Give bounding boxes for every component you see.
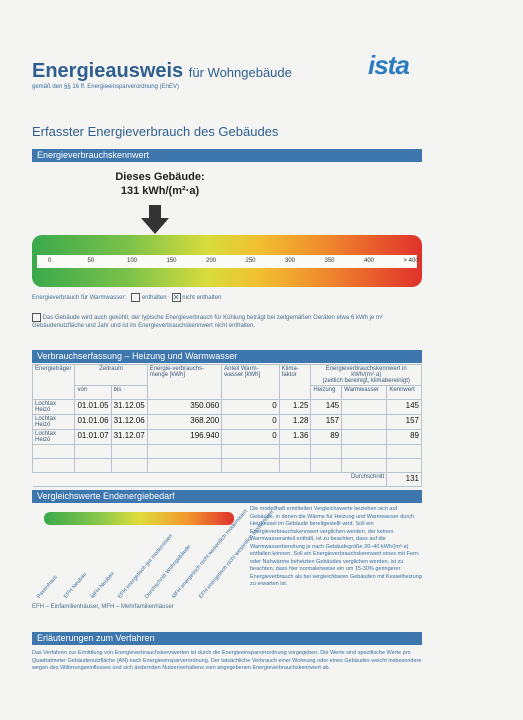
col-kennwert: Energieverbrauchskennwert in kWh/(m²·a) … <box>310 364 422 386</box>
cell-warmwater <box>341 429 388 445</box>
cell-from: 01.01.05 <box>74 399 112 415</box>
energy-scale-axis <box>37 255 417 268</box>
col-to: bis <box>110 385 148 400</box>
building-value-block: Dieses Gebäude: 131 kWh/(m²·a) <box>100 170 220 198</box>
col-share: Anteil Warm-wasser [kWh] <box>221 364 280 400</box>
cell-warmwater <box>341 414 388 430</box>
cell-share: 0 <box>221 414 280 430</box>
col-warmwater: Warmwasser <box>341 385 388 400</box>
vergleich-bar: Vergleichswerte Endenergiebedarf <box>32 490 422 503</box>
cell-kw: 145 <box>386 399 422 415</box>
col-period: Zeitraum <box>74 364 148 386</box>
cell-kw: 89 <box>386 429 422 445</box>
comparison-text: Die modellhaft ermittelten Vergleichswer… <box>250 506 422 587</box>
table-row <box>31 444 422 459</box>
col-kennwert-sub: (zeitlich bereinigt, klimabereinigt) <box>322 378 410 384</box>
procedure-text: Das Verfahren zur Ermittlung von Energie… <box>32 650 422 671</box>
building-value: 131 kWh/(m²·a) <box>120 185 200 197</box>
cell-to: 31.12.05 <box>110 399 148 415</box>
down-arrow-icon <box>141 205 169 234</box>
erfassung-bar: Verbrauchserfassung – Heizung und Warmwa… <box>32 350 422 363</box>
cell-amount: 350.060 <box>146 399 223 415</box>
col-from: von <box>74 385 112 400</box>
col-amount: Energie-verbrauchs-menge [kWh] <box>146 364 223 400</box>
kennwert-bar: Energieverbrauchskennwert <box>32 149 422 162</box>
cell-heating: 157 <box>310 414 343 430</box>
cell-share: 0 <box>221 429 280 445</box>
cell-from: 01.01.06 <box>74 414 112 430</box>
table-row: Lochtax Heizö 01.01.05 31.12.05 350.060 … <box>31 399 422 415</box>
average-row: Durchschnitt 131 <box>32 472 422 487</box>
comparison-scale <box>44 512 234 525</box>
scale-tick: 250 <box>245 258 256 264</box>
cell-heating: 89 <box>310 429 343 445</box>
cooling-checkbox[interactable] <box>32 313 41 322</box>
cell-to: 31.12.06 <box>110 414 148 430</box>
document-title: Energieausweis für Wohngebäude <box>32 60 292 83</box>
scale-tick: 100 <box>127 258 138 264</box>
ista-logo: ista <box>368 50 410 80</box>
cell-from: 01.01.07 <box>74 429 112 445</box>
cell-amount: 196.940 <box>146 429 223 445</box>
cell-climate: 1.36 <box>278 429 312 445</box>
cell-carrier: Lochtax Heizö <box>31 429 76 445</box>
title-main-text: Energieausweis <box>32 60 184 82</box>
comparison-label: Durchschnitt Wohngebäude <box>144 544 193 600</box>
erlaeuterung-bar: Erläuterungen zum Verfahren <box>32 632 422 645</box>
included-label: enthalten <box>141 295 167 302</box>
section-heading: Erfasster Energieverbrauch des Gebäudes <box>32 124 279 139</box>
col-climate: Klima-faktor <box>278 364 312 400</box>
cell-heating: 145 <box>310 399 343 415</box>
col-carrier: Energieträger <box>31 364 76 400</box>
cell-carrier: Lochtax Heizö <box>31 399 76 415</box>
cell-climate: 1.25 <box>278 399 312 415</box>
cell-share: 0 <box>221 399 280 415</box>
scale-tick: 400 <box>364 258 375 264</box>
comparison-label: EFH Neubau <box>63 571 89 600</box>
scale-tick: 50 <box>87 258 95 264</box>
scale-tick: 350 <box>324 258 335 264</box>
not-included-label: nicht enthalten <box>182 295 222 302</box>
comparison-label: MFH Neubau <box>90 570 116 600</box>
col-heating: Heizung <box>310 385 343 400</box>
scale-tick: 0 <box>48 258 52 264</box>
cell-carrier: Lochtax Heizö <box>31 414 76 430</box>
comparison-label: EFH energetisch gut modernisiert <box>117 533 175 600</box>
cooling-footnote-text: Das Gebäude wird auch gekühlt; der typis… <box>32 315 383 330</box>
scale-tick: 150 <box>166 258 177 264</box>
table-row <box>31 458 422 473</box>
table-row: Lochtax Heizö 01.01.07 31.12.07 196.940 … <box>31 429 422 445</box>
cell-climate: 1.28 <box>278 414 312 430</box>
warmwater-label: Energieverbrauch für Warmwasser: <box>32 295 127 302</box>
avg-label: Durchschnitt <box>32 472 388 487</box>
title-sub-text: für Wohngebäude <box>188 65 292 80</box>
cell-amount: 368.200 <box>146 414 223 430</box>
building-label: Dieses Gebäude: <box>115 171 205 183</box>
scale-tick: > 400 <box>403 258 419 264</box>
law-reference: gemäß den §§ 16 ff. Energieeinsparverord… <box>32 84 179 90</box>
table-row: Lochtax Heizö 01.01.06 31.12.06 368.200 … <box>31 414 422 430</box>
col-kw: Kennwert <box>386 385 422 400</box>
avg-value: 131 <box>386 472 422 487</box>
col-kennwert-label: Energieverbrauchskennwert in kWh/(m²·a) <box>325 366 407 378</box>
cell-warmwater <box>341 399 388 415</box>
cell-to: 31.12.07 <box>110 429 148 445</box>
comparison-label: Passivhaus <box>36 574 59 600</box>
not-included-checkbox[interactable]: ✕ <box>171 293 181 302</box>
consumption-table: Energieträger Zeitraum Energie-verbrauch… <box>31 364 422 487</box>
scale-tick: 300 <box>285 258 296 264</box>
scale-tick: 200 <box>206 258 217 264</box>
warmwater-row: Energieverbrauch für Warmwasser: enthalt… <box>32 293 221 302</box>
cell-kw: 157 <box>386 414 422 430</box>
cooling-footnote: Das Gebäude wird auch gekühlt; der typis… <box>32 313 422 330</box>
included-checkbox[interactable] <box>131 293 141 302</box>
comparison-legend: EFH – Einfamilienhäuser, MFH – Mehrfamil… <box>32 604 174 610</box>
